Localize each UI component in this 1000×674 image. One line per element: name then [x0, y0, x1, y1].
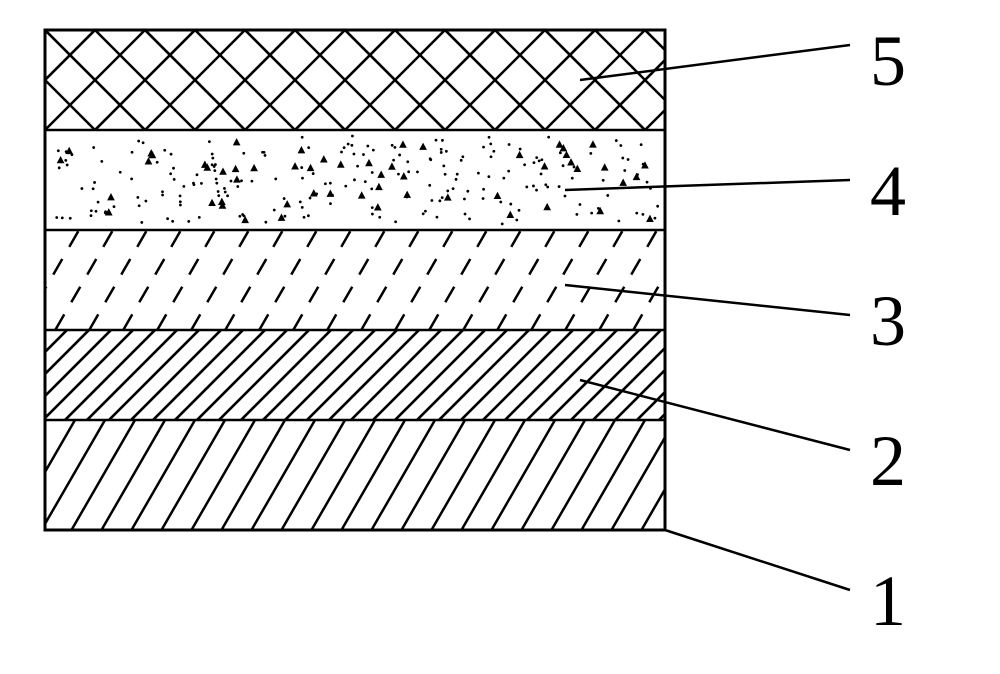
label-5: 5 [870, 25, 906, 97]
leader-line-5 [580, 45, 850, 80]
layer-2 [0, 330, 793, 420]
leader-line-1 [665, 530, 850, 590]
layer-3 [0, 230, 759, 330]
layer-stack-svg [0, 0, 1000, 674]
leader-line-4 [565, 180, 850, 190]
layer-4 [55, 135, 659, 226]
diagram-canvas: 5 4 3 2 1 [0, 0, 1000, 674]
label-3: 3 [870, 285, 906, 357]
label-1: 1 [870, 565, 906, 637]
label-4: 4 [870, 155, 906, 227]
leader-line-3 [565, 285, 850, 315]
layer-5 [0, 0, 845, 180]
label-2: 2 [870, 425, 906, 497]
layer-1 [0, 420, 765, 530]
